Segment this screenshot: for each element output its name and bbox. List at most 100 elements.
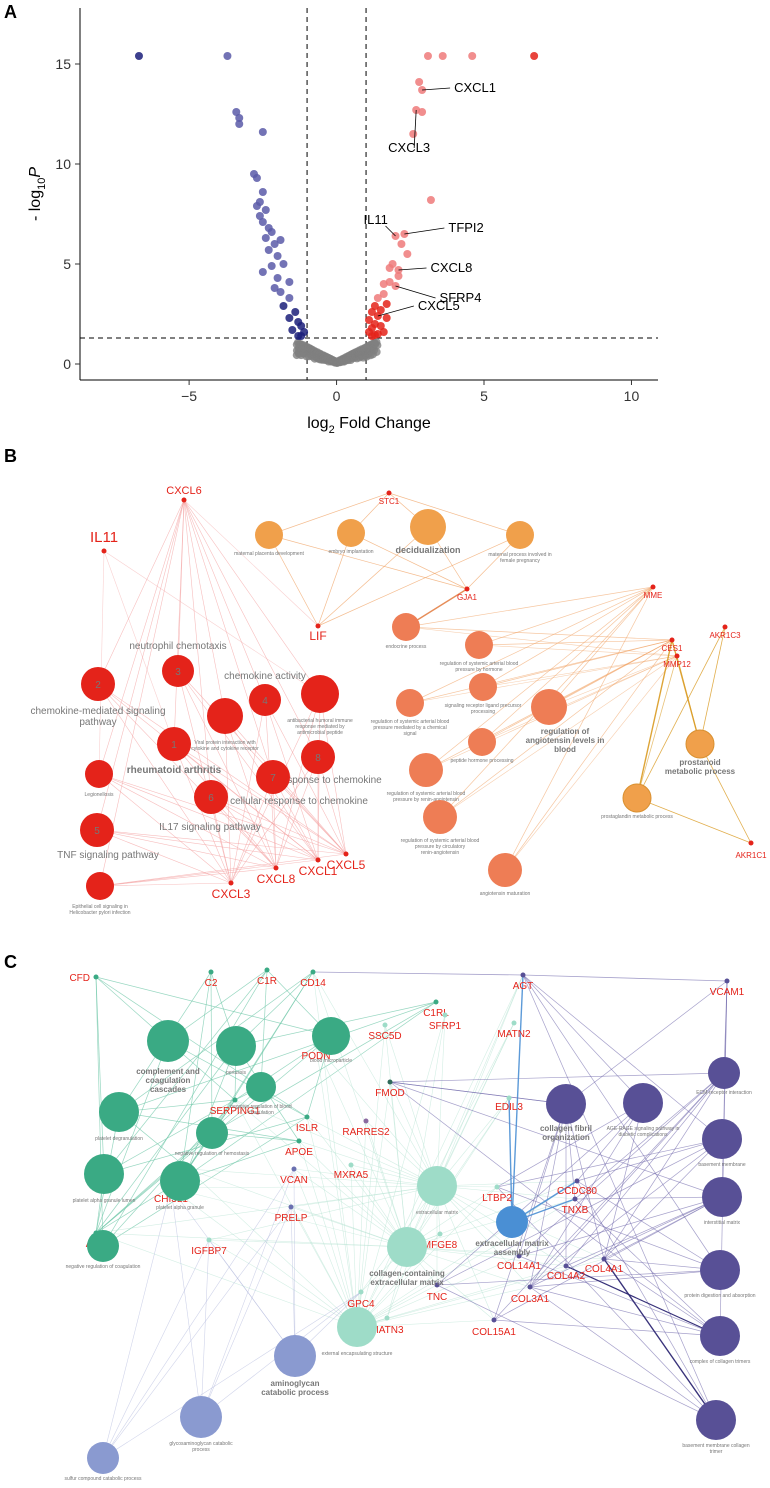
down-point — [252, 174, 261, 182]
term-circle — [700, 1316, 740, 1356]
network-edge — [96, 829, 277, 869]
term-circle — [496, 1206, 528, 1238]
down-point — [267, 228, 276, 236]
term-node-tnrc: negative regulation of coagulation — [66, 1230, 141, 1270]
term-node-tendo: endocrine process — [386, 613, 427, 650]
gene-dot — [516, 1253, 522, 1259]
term-label: extracellular matrix assembly — [475, 1239, 549, 1257]
gene-node-edil3: EDIL3 — [495, 1095, 523, 1113]
term-node-tpag: platelet alpha granule — [156, 1161, 204, 1211]
network-edge — [406, 1097, 510, 1248]
network-edge — [356, 1198, 576, 1328]
gene-label: PRELP — [275, 1213, 308, 1224]
network-edge — [170, 1187, 296, 1357]
network-edge — [170, 1187, 202, 1418]
network-edge — [676, 655, 701, 745]
term-circle — [488, 853, 522, 887]
network-edge — [365, 1120, 408, 1248]
gene-dot — [722, 624, 728, 630]
term-label: negative regulation of coagulation — [66, 1264, 141, 1270]
down-point — [252, 202, 261, 210]
network-edge — [699, 743, 752, 844]
annotation-leader — [395, 285, 436, 299]
term-node-tpda: protein digestion and absorption — [684, 1250, 756, 1299]
term-node-tdec: decidualization — [395, 509, 461, 555]
network-edge — [179, 1140, 300, 1182]
gene-label: C1R — [257, 976, 277, 987]
gene-node-tnc: TNC — [427, 1282, 448, 1303]
network-edge — [317, 534, 521, 627]
network-edge — [97, 683, 347, 855]
down-point — [270, 240, 279, 248]
network-edge — [98, 773, 232, 884]
network-edge — [574, 1072, 725, 1200]
network-edge — [293, 1168, 408, 1248]
network-edge — [522, 974, 721, 1271]
gene-node-col14a1: COL14A1 — [497, 1253, 541, 1272]
term-circle — [465, 631, 493, 659]
network-edge — [518, 1103, 567, 1257]
network-edge — [260, 969, 268, 1088]
gene-node-agt: AGT — [513, 972, 533, 992]
network-edge — [636, 797, 752, 844]
gene-dot — [511, 1020, 517, 1026]
term-number: 2 — [95, 680, 101, 691]
network-edge — [356, 1024, 386, 1328]
gene-label: TNC — [427, 1292, 448, 1303]
network-edge — [603, 1072, 725, 1260]
network-edge — [317, 526, 429, 627]
network-edge — [187, 1168, 358, 1328]
network-edge — [208, 1239, 408, 1248]
gene-node-cd14: CD14 — [300, 969, 326, 989]
gene-label: C2 — [205, 978, 218, 989]
down-point — [258, 218, 267, 226]
term-node-tsig: signaling receptor ligand precursor proce… — [445, 673, 522, 715]
term-circle — [86, 872, 114, 900]
down-point — [273, 252, 282, 260]
gene-node-gpc4: GPC4 — [347, 1289, 375, 1310]
term-circle — [80, 813, 114, 847]
term-circle — [301, 740, 335, 774]
down-point — [235, 120, 244, 128]
term-node-treg4: regulation of systemic arterial blood pre… — [401, 800, 480, 856]
term-node-tplat: platelet degranulation — [95, 1092, 143, 1142]
x-axis-title: log2 Fold Change — [307, 415, 431, 436]
network-edge — [177, 670, 232, 884]
term-node-tage: AGE-RAGE signaling pathway in diabetic co… — [607, 1083, 680, 1138]
gene-dot — [208, 969, 214, 975]
gene-node-matn3: MATN3 — [370, 1315, 404, 1336]
down-point — [270, 284, 279, 292]
gene-node-col4a1: COL4A1 — [585, 1256, 624, 1275]
network-edge — [208, 1185, 438, 1241]
network-edge — [173, 743, 232, 884]
gene-node-ccdc80: CCDC80 — [557, 1178, 597, 1197]
network-edge — [518, 1196, 723, 1257]
term-label: chemokine activity — [224, 671, 306, 682]
term-node-tcct: complex of collagen trimers — [690, 1316, 751, 1365]
network-edge — [98, 499, 185, 775]
term-label: sulfur compound catabolic process — [65, 1476, 142, 1482]
network-edge — [312, 971, 524, 976]
annotation-label: CXCL8 — [430, 260, 472, 275]
network-edge — [102, 1239, 210, 1459]
gene-node-mfge8: MFGE8 — [423, 1231, 458, 1251]
gene-dot — [520, 972, 526, 978]
network-edge — [95, 1086, 262, 1234]
term-node-tmatp: maternal process involved in female pregn… — [488, 521, 552, 564]
network-edge — [118, 1001, 437, 1113]
term-node-tvir: Viral protein interaction with cytokine a… — [191, 698, 259, 752]
down-point — [232, 108, 241, 116]
gene-label: CD14 — [300, 978, 326, 989]
network-edge — [187, 1168, 408, 1248]
gene-dot — [343, 851, 349, 857]
term-node-t3: 3 neutrophil chemotaxis — [129, 641, 227, 687]
term-circle — [392, 613, 420, 641]
annotation-leader — [385, 225, 396, 237]
volcano-plot: −5 0 5 10 0 5 10 15 CXCL1 CXCL3 IL11 TFPI2 CXCL8 SFR… — [27, 8, 658, 436]
network-edge — [504, 639, 673, 871]
term-circle — [702, 1119, 742, 1159]
network-edge — [315, 1044, 358, 1328]
